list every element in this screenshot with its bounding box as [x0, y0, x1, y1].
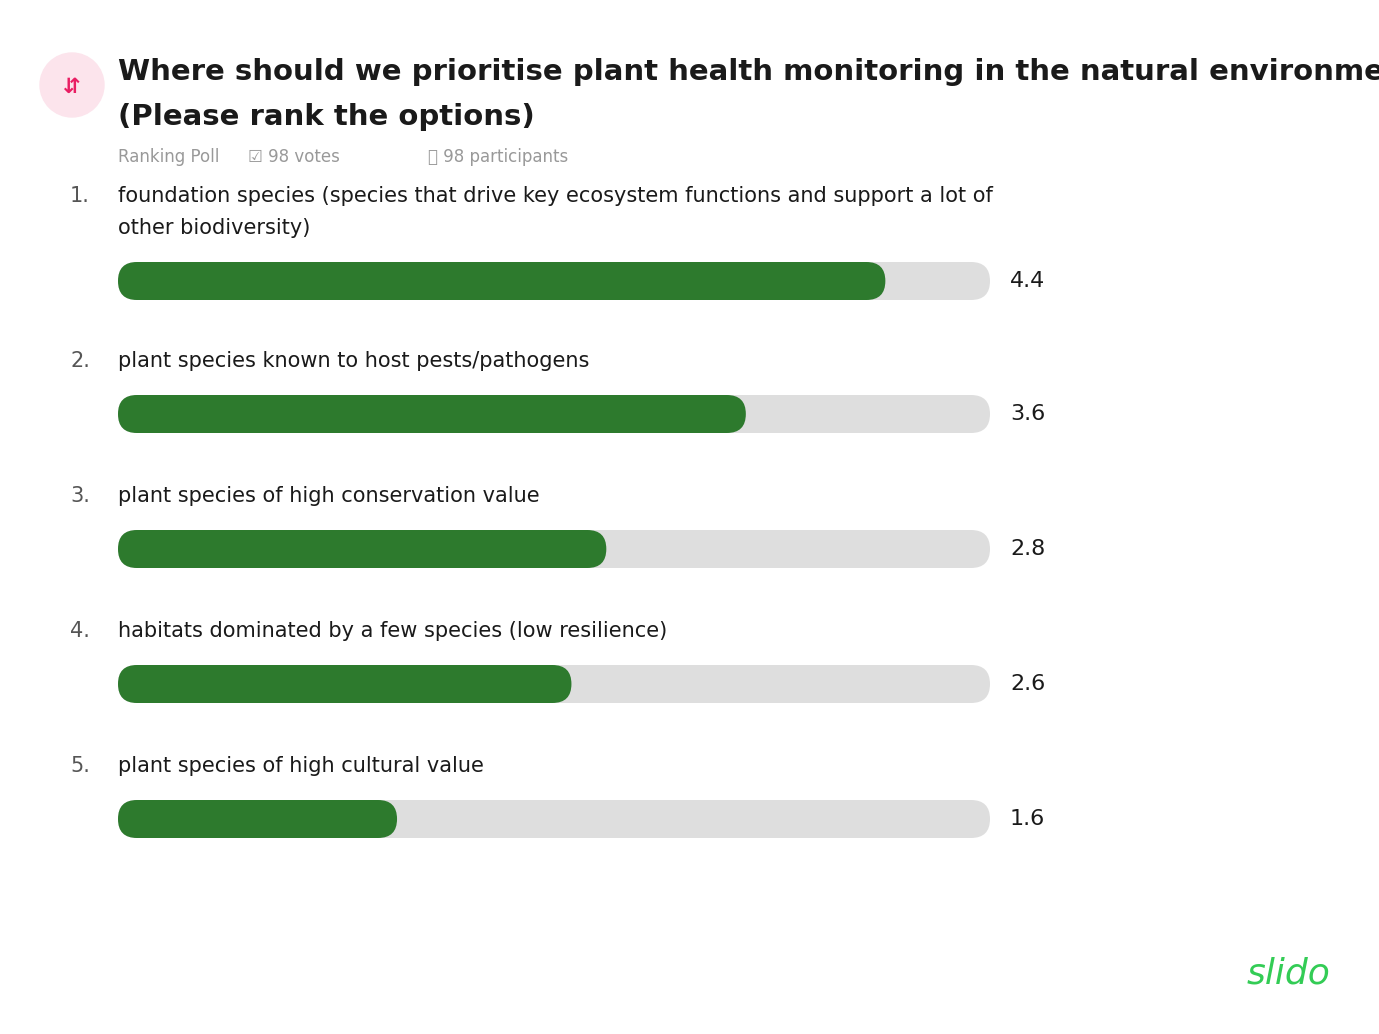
- FancyBboxPatch shape: [119, 530, 607, 568]
- Text: 2.: 2.: [70, 351, 90, 371]
- FancyBboxPatch shape: [119, 395, 746, 433]
- Text: plant species known to host pests/pathogens: plant species known to host pests/pathog…: [119, 351, 589, 371]
- Text: habitats dominated by a few species (low resilience): habitats dominated by a few species (low…: [119, 621, 667, 641]
- Text: 4.: 4.: [70, 621, 90, 641]
- FancyBboxPatch shape: [119, 800, 990, 838]
- FancyBboxPatch shape: [119, 665, 571, 703]
- Text: 3.: 3.: [70, 486, 90, 506]
- FancyBboxPatch shape: [119, 530, 990, 568]
- FancyBboxPatch shape: [119, 800, 397, 838]
- Text: Ranking Poll: Ranking Poll: [119, 148, 219, 166]
- Text: plant species of high cultural value: plant species of high cultural value: [119, 756, 484, 776]
- Circle shape: [40, 53, 103, 117]
- Text: other biodiversity): other biodiversity): [119, 218, 310, 238]
- Text: slido: slido: [1247, 956, 1329, 990]
- Text: ⇵: ⇵: [63, 77, 81, 97]
- Text: (Please rank the options): (Please rank the options): [119, 103, 535, 131]
- Text: 5.: 5.: [70, 756, 90, 776]
- Text: 2.8: 2.8: [1009, 539, 1045, 559]
- Text: 1.6: 1.6: [1009, 809, 1045, 829]
- Text: 👥 98 participants: 👥 98 participants: [427, 148, 568, 166]
- Text: 2.6: 2.6: [1009, 674, 1045, 694]
- FancyBboxPatch shape: [119, 262, 990, 300]
- FancyBboxPatch shape: [119, 395, 990, 433]
- Text: plant species of high conservation value: plant species of high conservation value: [119, 486, 539, 506]
- FancyBboxPatch shape: [119, 262, 885, 300]
- Text: ☑ 98 votes: ☑ 98 votes: [248, 148, 339, 166]
- Text: 3.6: 3.6: [1009, 404, 1045, 424]
- Text: 4.4: 4.4: [1009, 271, 1045, 291]
- Text: 1.: 1.: [70, 186, 90, 206]
- FancyBboxPatch shape: [119, 665, 990, 703]
- Text: Where should we prioritise plant health monitoring in the natural environment?: Where should we prioritise plant health …: [119, 58, 1379, 86]
- Text: foundation species (species that drive key ecosystem functions and support a lot: foundation species (species that drive k…: [119, 186, 993, 206]
